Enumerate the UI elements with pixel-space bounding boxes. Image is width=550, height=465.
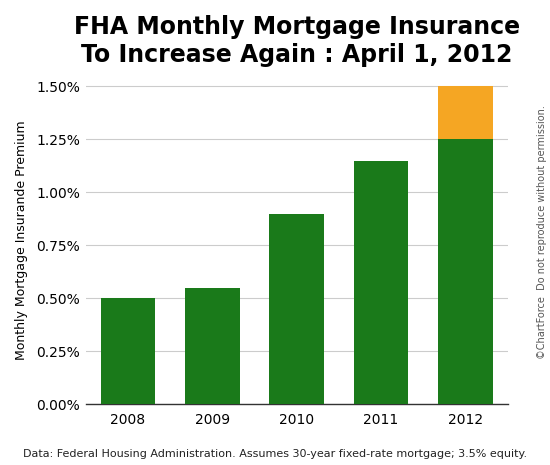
Title: FHA Monthly Mortgage Insurance
To Increase Again : April 1, 2012: FHA Monthly Mortgage Insurance To Increa… (74, 15, 520, 67)
Bar (101, 299, 155, 405)
Bar (269, 213, 324, 405)
Text: ©ChartForce  Do not reproduce without permission.: ©ChartForce Do not reproduce without per… (537, 106, 547, 359)
Bar (354, 160, 409, 405)
Bar (438, 86, 493, 140)
Y-axis label: Monthly Mortgage Insurande Premium: Monthly Mortgage Insurande Premium (15, 120, 28, 360)
Bar (438, 140, 493, 405)
Text: FHA
Jumbo
Only: FHA Jumbo Only (438, 88, 492, 138)
Text: Data: Federal Housing Administration. Assumes 30-year fixed-rate mortgage; 3.5% : Data: Federal Housing Administration. As… (23, 449, 527, 459)
Bar (185, 288, 240, 405)
